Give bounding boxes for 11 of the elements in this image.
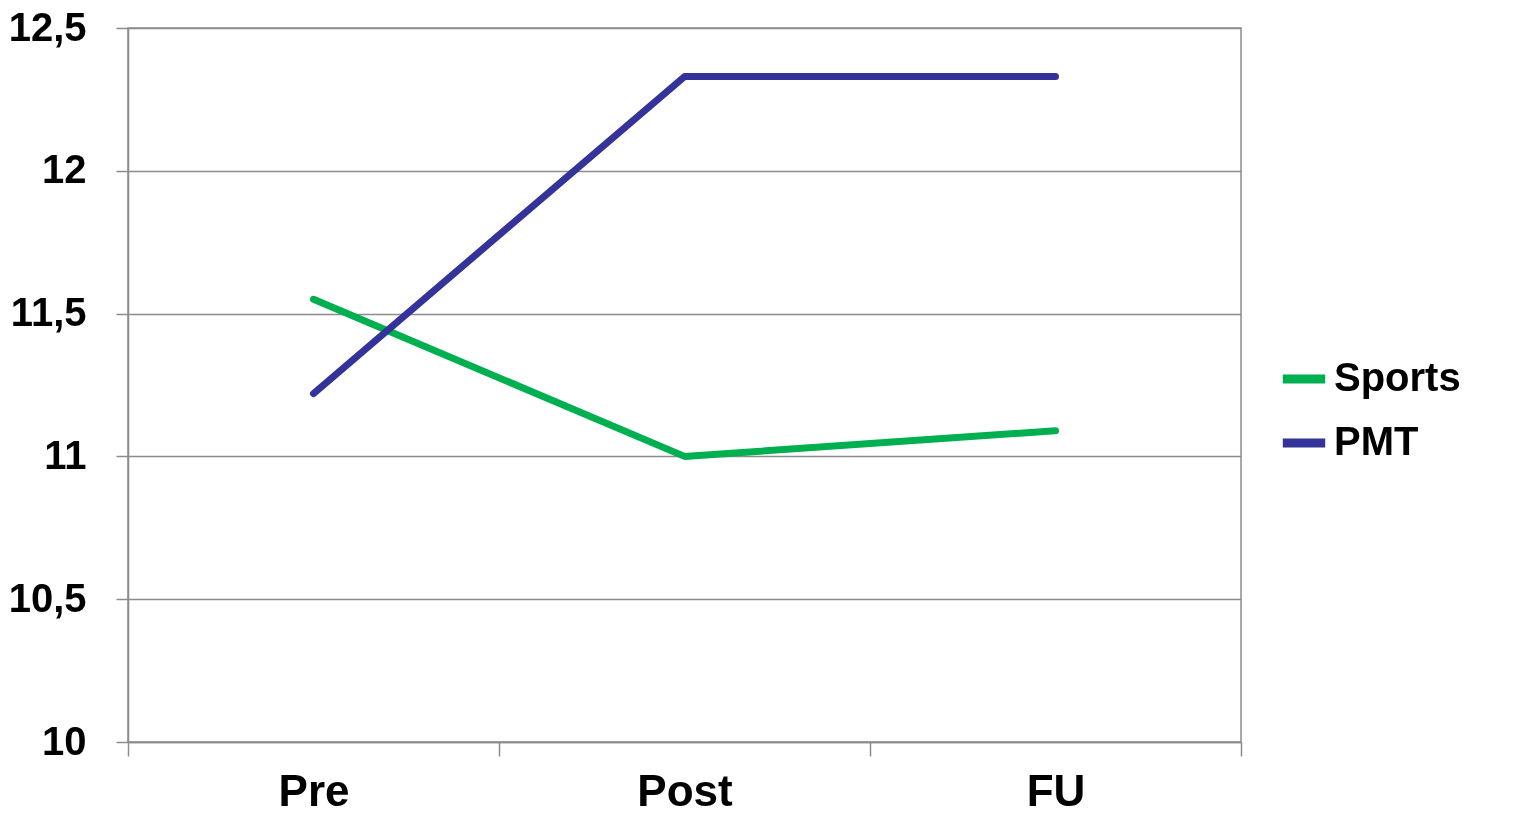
y-tick-label: 12,5 <box>8 4 87 49</box>
x-tick-label: FU <box>1026 765 1086 815</box>
y-tick-label: 11,5 <box>10 290 87 335</box>
y-tick-label: 10,5 <box>8 575 87 620</box>
legend-label: PMT <box>1334 419 1419 463</box>
y-tick-label: 10 <box>42 718 87 763</box>
x-tick-label: Pre <box>278 765 350 815</box>
x-tick-label: Post <box>637 765 734 815</box>
y-tick-label: 12 <box>42 147 87 192</box>
legend-label: Sports <box>1334 355 1461 399</box>
y-tick-label: 11 <box>44 432 87 477</box>
